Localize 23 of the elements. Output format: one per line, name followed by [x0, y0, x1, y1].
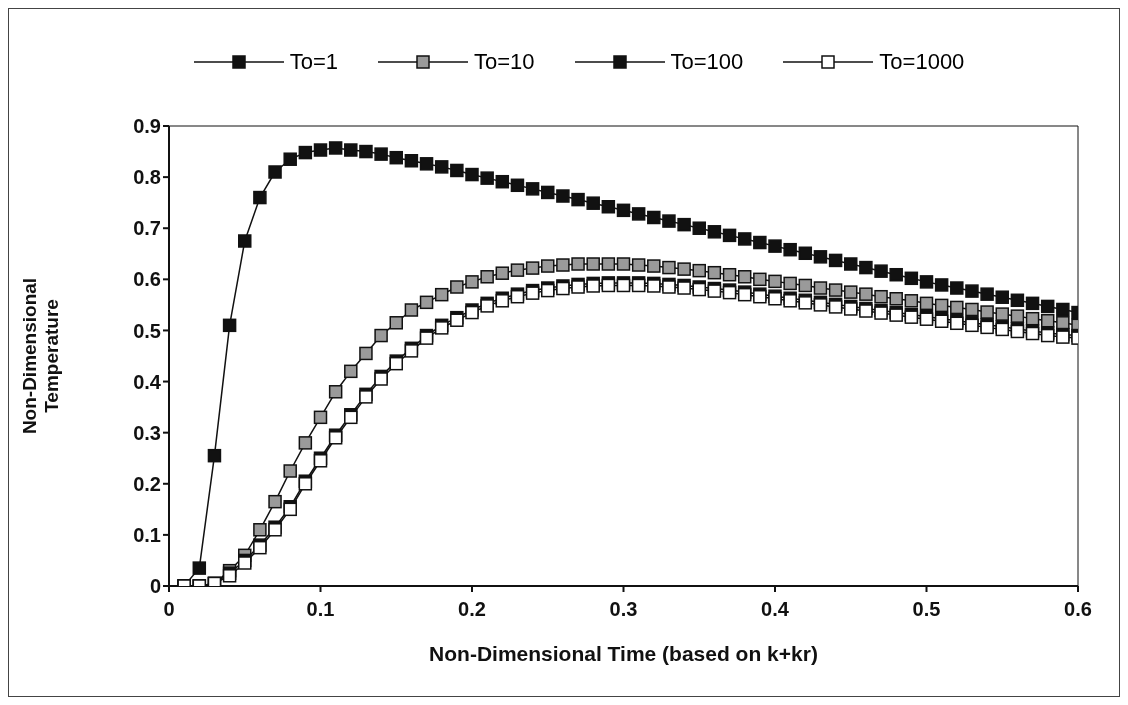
y-tick-label: 0.4 [133, 370, 162, 393]
x-tick-label: 0.2 [458, 598, 486, 621]
legend-label: To=1 [289, 49, 338, 75]
x-tick-label: 0.4 [761, 598, 790, 621]
y-tick-label: 0.6 [133, 268, 161, 291]
x-tick-label: 0.1 [306, 598, 335, 621]
y-tick-label: 0.5 [133, 319, 161, 342]
legend-label: To=1000 [879, 49, 965, 75]
x-tick-label: 0.6 [1064, 598, 1092, 621]
y-tick-label: 0.1 [133, 523, 161, 546]
y-tick-label: 0.8 [133, 166, 161, 189]
y-tick-label: 0.2 [133, 472, 161, 495]
legend-label: To=100 [670, 49, 744, 75]
x-axis-title: Non-Dimensional Time (based on k+kr) [429, 642, 818, 665]
x-tick-label: 0.5 [912, 598, 941, 621]
y-axis-title: Non-Dimensional Temperature [19, 277, 62, 435]
y-tick-label: 0.9 [133, 115, 161, 138]
x-tick-label: 0.3 [609, 598, 638, 621]
y-tick-label: 0 [149, 575, 161, 598]
y-tick-label: 0.7 [133, 217, 161, 240]
y-tick-label: 0.3 [133, 421, 161, 444]
x-tick-label: 0 [163, 598, 175, 621]
legend-label: To=10 [473, 49, 535, 75]
